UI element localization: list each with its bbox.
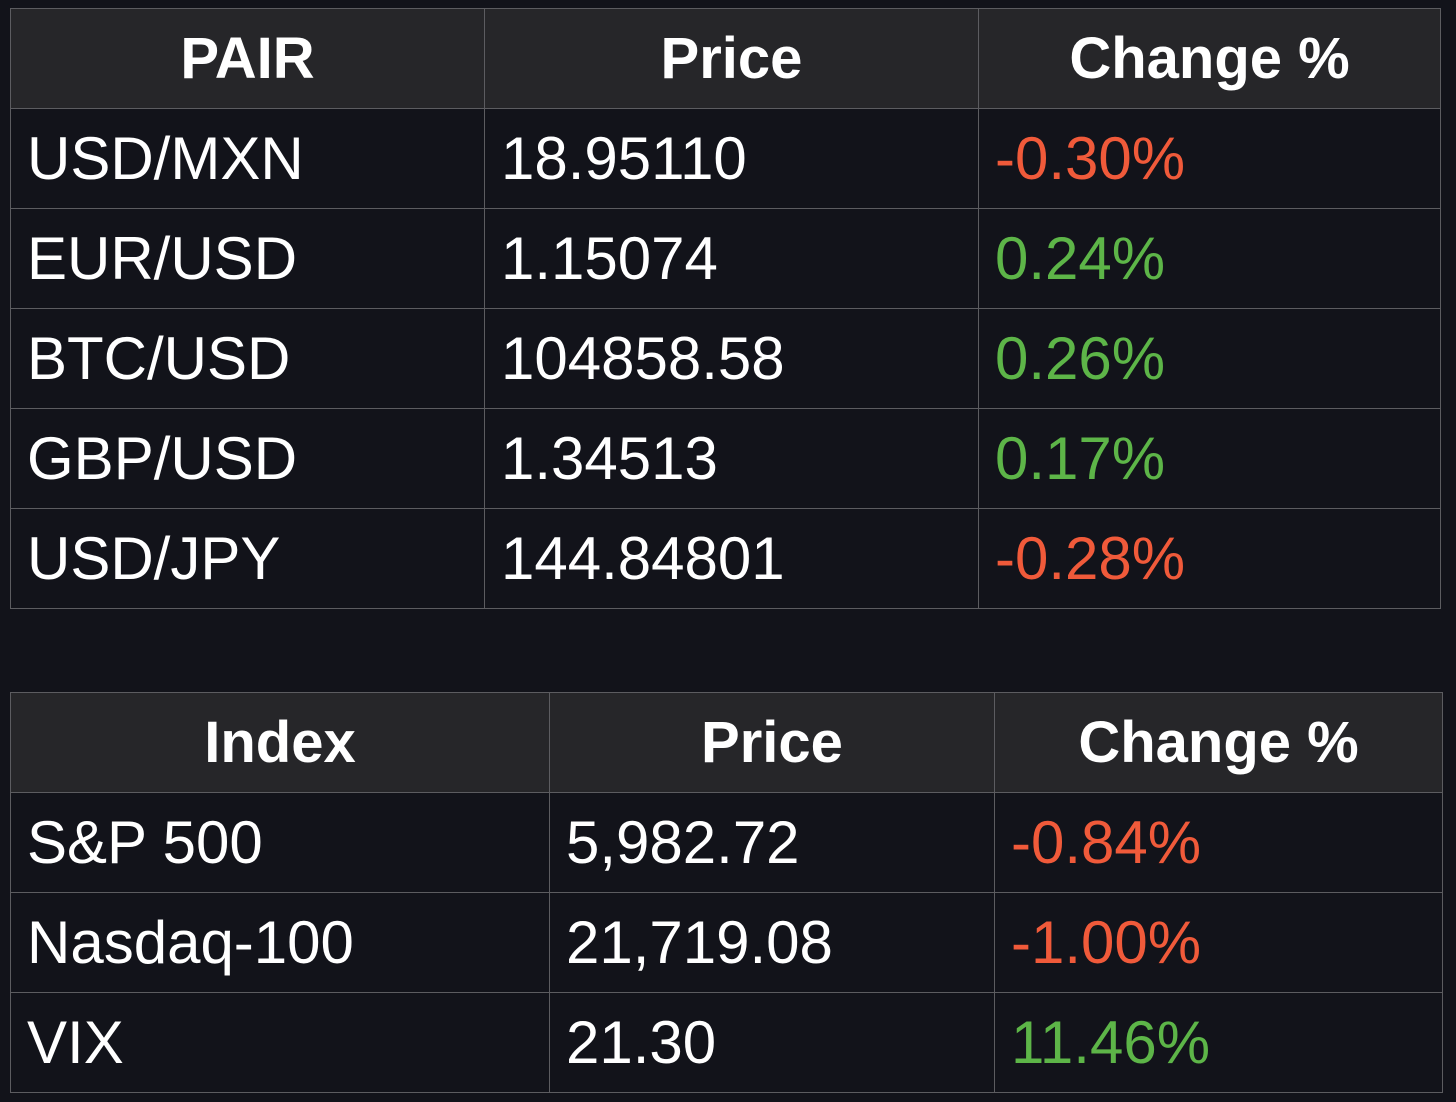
pair-cell: USD/MXN (10, 108, 485, 209)
table-row: USD/JPY 144.84801 -0.28% (10, 508, 1441, 609)
change-cell: -0.84% (994, 792, 1443, 893)
header-pair: PAIR (10, 8, 485, 109)
change-cell: 11.46% (994, 992, 1443, 1093)
pair-cell: BTC/USD (10, 308, 485, 409)
price-cell: 144.84801 (484, 508, 979, 609)
index-cell: VIX (10, 992, 550, 1093)
pair-cell: EUR/USD (10, 208, 485, 309)
table-row: S&P 500 5,982.72 -0.84% (10, 792, 1443, 893)
header-change: Change % (978, 8, 1441, 109)
price-cell: 21.30 (549, 992, 995, 1093)
change-cell: -0.30% (978, 108, 1441, 209)
price-cell: 1.15074 (484, 208, 979, 309)
indices-table: Index Price Change % S&P 500 5,982.72 -0… (10, 692, 1443, 1093)
header-change: Change % (994, 692, 1443, 793)
table-row: Nasdaq-100 21,719.08 -1.00% (10, 892, 1443, 993)
pair-cell: USD/JPY (10, 508, 485, 609)
table-row: USD/MXN 18.95110 -0.30% (10, 108, 1441, 209)
change-cell: -0.28% (978, 508, 1441, 609)
currency-pairs-table: PAIR Price Change % USD/MXN 18.95110 -0.… (10, 8, 1441, 609)
table-row: BTC/USD 104858.58 0.26% (10, 308, 1441, 409)
price-cell: 18.95110 (484, 108, 979, 209)
table-header-row: PAIR Price Change % (10, 8, 1441, 109)
change-cell: 0.17% (978, 408, 1441, 509)
header-price: Price (484, 8, 979, 109)
table-row: GBP/USD 1.34513 0.17% (10, 408, 1441, 509)
table-header-row: Index Price Change % (10, 692, 1443, 793)
change-cell: -1.00% (994, 892, 1443, 993)
table-row: VIX 21.30 11.46% (10, 992, 1443, 1093)
pair-cell: GBP/USD (10, 408, 485, 509)
change-cell: 0.26% (978, 308, 1441, 409)
table-row: EUR/USD 1.15074 0.24% (10, 208, 1441, 309)
index-cell: Nasdaq-100 (10, 892, 550, 993)
index-cell: S&P 500 (10, 792, 550, 893)
price-cell: 21,719.08 (549, 892, 995, 993)
price-cell: 5,982.72 (549, 792, 995, 893)
header-index: Index (10, 692, 550, 793)
header-price: Price (549, 692, 995, 793)
price-cell: 1.34513 (484, 408, 979, 509)
price-cell: 104858.58 (484, 308, 979, 409)
change-cell: 0.24% (978, 208, 1441, 309)
